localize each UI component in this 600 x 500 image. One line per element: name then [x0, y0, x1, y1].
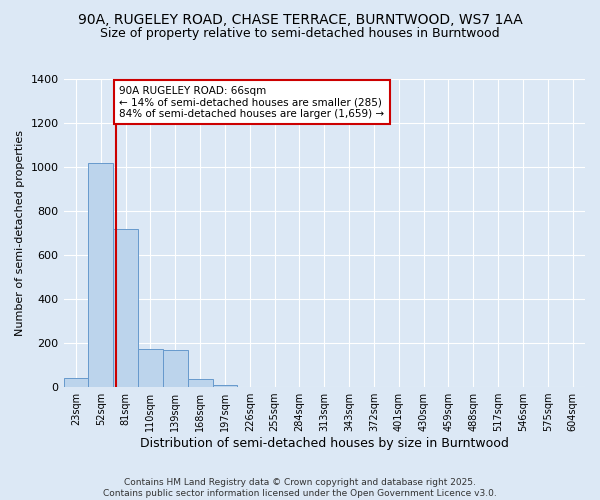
- Text: Contains HM Land Registry data © Crown copyright and database right 2025.
Contai: Contains HM Land Registry data © Crown c…: [103, 478, 497, 498]
- Bar: [138, 348, 163, 387]
- Bar: [64, 378, 88, 387]
- Text: 90A RUGELEY ROAD: 66sqm
← 14% of semi-detached houses are smaller (285)
84% of s: 90A RUGELEY ROAD: 66sqm ← 14% of semi-de…: [119, 86, 385, 119]
- Text: 90A, RUGELEY ROAD, CHASE TERRACE, BURNTWOOD, WS7 1AA: 90A, RUGELEY ROAD, CHASE TERRACE, BURNTW…: [77, 12, 523, 26]
- Bar: [163, 350, 188, 387]
- Bar: [212, 385, 238, 387]
- Bar: [188, 380, 212, 387]
- Bar: [113, 228, 138, 387]
- Bar: [88, 162, 113, 387]
- Text: Size of property relative to semi-detached houses in Burntwood: Size of property relative to semi-detach…: [100, 28, 500, 40]
- Y-axis label: Number of semi-detached properties: Number of semi-detached properties: [15, 130, 25, 336]
- X-axis label: Distribution of semi-detached houses by size in Burntwood: Distribution of semi-detached houses by …: [140, 437, 509, 450]
